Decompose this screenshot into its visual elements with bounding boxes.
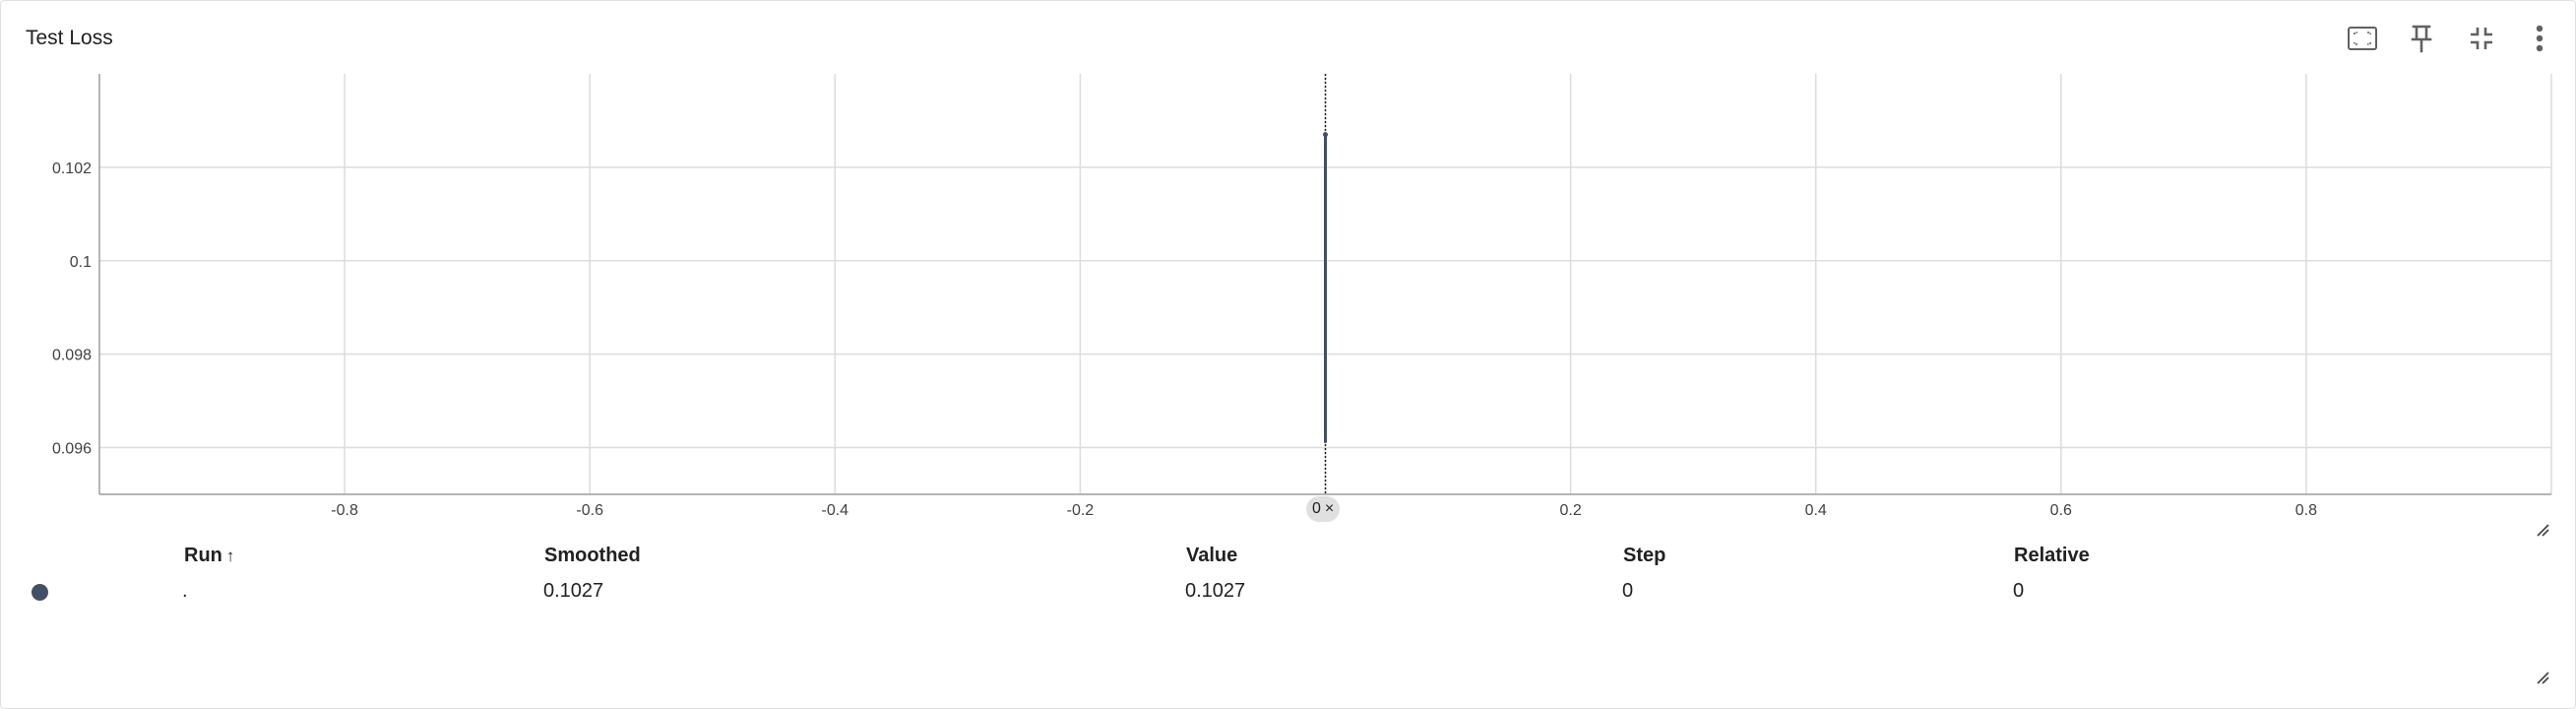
y-tick-label: 0.102 [52, 161, 92, 177]
header-relative[interactable]: Relative [2014, 545, 2090, 566]
cell-relative: 0 [2013, 580, 2025, 602]
y-tick-label: 0.096 [52, 441, 92, 458]
header-smoothed[interactable]: Smoothed [544, 545, 641, 566]
sort-arrow-icon: ↑ [225, 547, 235, 565]
collapse-icon [2471, 28, 2492, 49]
x-tick-label: -0.8 [331, 502, 358, 519]
x-tick-label: 0.4 [1805, 502, 1827, 519]
cell-value: 0.1027 [1185, 580, 1246, 602]
header-step[interactable]: Step [1623, 545, 1666, 566]
collapse-button[interactable] [2464, 21, 2499, 56]
x-tick-label: -0.6 [576, 502, 603, 519]
cell-step: 0 [1622, 580, 1634, 602]
fit-screen-icon [2348, 27, 2377, 50]
header-run[interactable]: Run ↑ [184, 545, 235, 566]
card-title: Test Loss [26, 27, 113, 49]
cell-smoothed: 0.1027 [543, 580, 604, 602]
x-tick-label: 0.8 [2295, 502, 2317, 519]
close-icon[interactable]: × [1324, 500, 1335, 517]
pin-button[interactable] [2404, 21, 2439, 56]
y-tick-label: 0.1 [70, 254, 92, 271]
run-color-dot [31, 584, 48, 601]
hover-step-chip[interactable]: 0 × [1306, 496, 1341, 522]
header-value[interactable]: Value [1186, 545, 1238, 566]
x-tick-label: 0.6 [2050, 502, 2072, 519]
more-options-button[interactable] [2522, 21, 2557, 56]
x-tick-label: -0.2 [1067, 502, 1095, 519]
x-tick-label: -0.4 [822, 502, 849, 519]
y-tick-label: 0.098 [52, 348, 92, 364]
cell-run: . [182, 580, 188, 602]
fit-domain-button[interactable] [2345, 21, 2380, 56]
line-chart[interactable]: 0.096 0.098 0.1 0.102 -0.8 -0.6 -0.4 -0.2 0.2 0.4… [1, 1, 2576, 533]
data-point[interactable] [1323, 132, 1328, 138]
pin-icon [2411, 25, 2432, 53]
hover-step-label: 0 [1312, 500, 1321, 517]
chart-resize-icon[interactable] [2536, 523, 2549, 537]
x-tick-label: 0.2 [1559, 502, 1581, 519]
more-vert-icon [2536, 25, 2544, 52]
table-resize-icon[interactable] [2536, 671, 2549, 684]
